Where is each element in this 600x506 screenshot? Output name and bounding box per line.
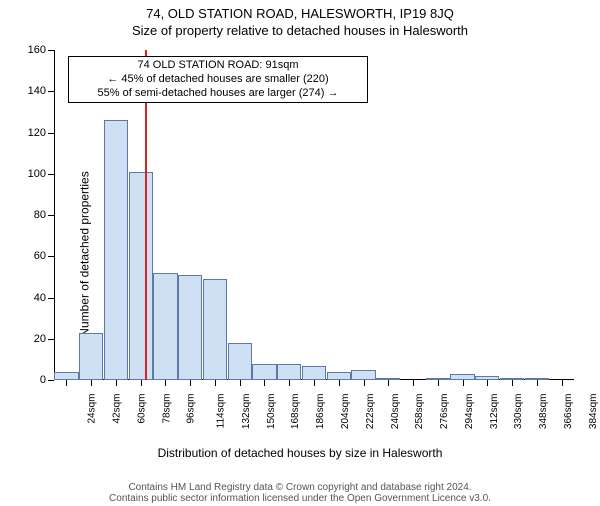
y-tick (48, 50, 54, 51)
x-tick (512, 380, 513, 386)
x-tick-label: 78sqm (161, 394, 172, 424)
x-tick (537, 380, 538, 386)
y-tick-label: 140 (28, 85, 46, 97)
footer: Contains HM Land Registry data © Crown c… (0, 482, 600, 504)
histogram-bar (351, 370, 375, 380)
x-tick-label: 150sqm (266, 394, 277, 430)
histogram-bar (302, 366, 326, 380)
histogram-bar (252, 364, 276, 381)
x-tick-label: 42sqm (112, 394, 123, 424)
x-tick (190, 380, 191, 386)
histogram-bar (178, 275, 202, 380)
x-tick-label: 222sqm (365, 394, 376, 430)
x-tick (562, 380, 563, 386)
x-tick (339, 380, 340, 386)
x-tick-label: 96sqm (186, 394, 197, 424)
footer-line-1: Contains HM Land Registry data © Crown c… (0, 482, 600, 493)
annot-line-3: 55% of semi-detached houses are larger (… (75, 87, 361, 101)
x-tick (91, 380, 92, 386)
y-tick-label: 60 (34, 250, 46, 262)
y-tick (48, 298, 54, 299)
histogram-bar (153, 273, 177, 380)
y-tick (48, 339, 54, 340)
x-tick (388, 380, 389, 386)
x-tick (364, 380, 365, 386)
x-tick (438, 380, 439, 386)
x-tick (215, 380, 216, 386)
x-tick-label: 348sqm (538, 394, 549, 430)
x-tick (165, 380, 166, 386)
histogram-bar (79, 333, 103, 380)
x-tick-label: 186sqm (315, 394, 326, 430)
x-tick (240, 380, 241, 386)
annot-line-1: 74 OLD STATION ROAD: 91sqm (75, 59, 361, 73)
histogram-bar (277, 364, 301, 381)
x-tick (413, 380, 414, 386)
y-tick (48, 174, 54, 175)
x-tick-label: 276sqm (439, 394, 450, 430)
x-tick-label: 240sqm (390, 394, 401, 430)
x-tick (289, 380, 290, 386)
x-tick-label: 168sqm (291, 394, 302, 430)
y-tick-label: 20 (34, 333, 46, 345)
x-tick-label: 132sqm (241, 394, 252, 430)
x-tick (314, 380, 315, 386)
y-tick-label: 40 (34, 292, 46, 304)
x-tick (141, 380, 142, 386)
y-axis-line (54, 50, 55, 380)
annot-line-2: ← 45% of detached houses are smaller (22… (75, 73, 361, 87)
histogram-bar (327, 372, 351, 380)
plot-area: 02040608010012014016024sqm42sqm60sqm78sq… (54, 50, 574, 380)
page-subtitle: Size of property relative to detached ho… (0, 23, 600, 38)
x-tick-label: 258sqm (414, 394, 425, 430)
x-tick-label: 384sqm (588, 394, 599, 430)
x-tick (487, 380, 488, 386)
x-tick-label: 294sqm (464, 394, 475, 430)
y-tick (48, 133, 54, 134)
x-tick-label: 60sqm (136, 394, 147, 424)
y-tick (48, 256, 54, 257)
y-tick-label: 80 (34, 209, 46, 221)
y-tick (48, 215, 54, 216)
x-tick-label: 366sqm (563, 394, 574, 430)
chart-container: Number of detached properties 0204060801… (0, 44, 600, 464)
y-tick-label: 100 (28, 168, 46, 180)
histogram-bar (228, 343, 252, 380)
x-tick-label: 24sqm (87, 394, 98, 424)
histogram-bar (129, 172, 153, 380)
x-tick-label: 330sqm (513, 394, 524, 430)
histogram-bar (203, 279, 227, 380)
y-tick (48, 91, 54, 92)
page-title: 74, OLD STATION ROAD, HALESWORTH, IP19 8… (0, 6, 600, 21)
y-tick-label: 0 (40, 374, 46, 386)
x-tick-label: 204sqm (340, 394, 351, 430)
annotation-box: 74 OLD STATION ROAD: 91sqm← 45% of detac… (68, 56, 368, 103)
x-tick-label: 114sqm (216, 394, 227, 429)
x-tick (66, 380, 67, 386)
histogram-bar (54, 372, 78, 380)
footer-line-2: Contains public sector information licen… (0, 493, 600, 504)
x-tick (116, 380, 117, 386)
y-tick-label: 120 (28, 127, 46, 139)
x-tick-label: 312sqm (489, 394, 500, 430)
x-tick (264, 380, 265, 386)
x-tick (463, 380, 464, 386)
x-axis-label: Distribution of detached houses by size … (0, 446, 600, 460)
y-tick (48, 380, 54, 381)
histogram-bar (104, 120, 128, 380)
y-tick-label: 160 (28, 44, 46, 56)
